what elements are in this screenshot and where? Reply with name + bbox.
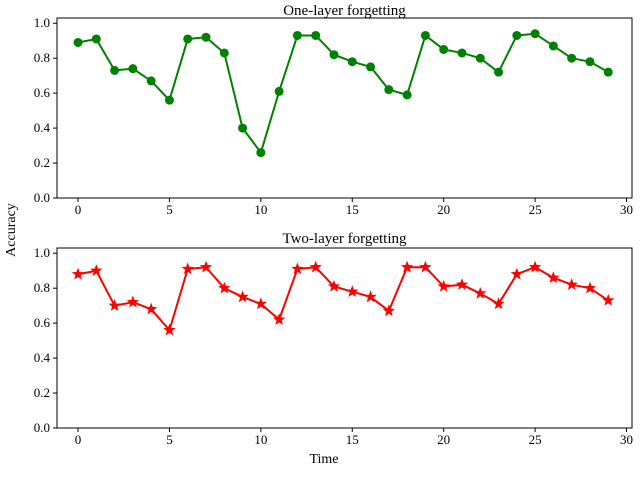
top-chart-title: One-layer forgetting	[283, 3, 406, 19]
data-point-marker	[494, 67, 504, 77]
data-point-marker	[420, 30, 430, 40]
data-point-marker	[256, 148, 266, 158]
data-point-marker	[91, 34, 101, 44]
data-point-marker	[510, 267, 523, 280]
data-point-marker	[274, 86, 284, 96]
y-tick-label: 0.2	[34, 155, 50, 170]
data-point-marker	[474, 286, 487, 299]
data-point-marker	[291, 262, 304, 275]
data-point-marker	[364, 290, 377, 303]
data-point-marker	[512, 30, 522, 40]
axes-frame	[56, 17, 633, 199]
data-point-marker	[272, 313, 286, 325]
data-point-marker	[457, 48, 467, 58]
data-point-marker	[309, 260, 322, 273]
x-tick-label: 15	[346, 202, 359, 217]
data-point-marker	[144, 302, 158, 315]
data-point-marker	[384, 85, 394, 95]
data-point-marker	[528, 260, 542, 273]
bottom-chart-title: Two-layer forgetting	[282, 231, 407, 247]
data-point-marker	[530, 29, 540, 39]
y-tick-label: 0.4	[34, 350, 51, 365]
x-tick-label: 20	[437, 432, 450, 447]
data-point-marker	[219, 48, 229, 58]
data-point-marker	[419, 260, 432, 273]
y-tick-label: 1.0	[34, 15, 50, 30]
series-line-one-layer	[77, 32, 610, 154]
x-tick-label: 20	[437, 202, 450, 217]
data-point-marker	[218, 281, 231, 294]
data-point-marker	[402, 90, 412, 100]
data-point-marker	[183, 34, 193, 44]
data-point-marker	[73, 37, 83, 47]
data-point-marker	[439, 44, 449, 54]
data-point-marker	[382, 304, 396, 317]
data-point-marker	[311, 30, 321, 40]
data-point-marker	[108, 299, 121, 311]
one-layer-forgetting-plot: 0 5 10 15 20 25 30 0.0 0.2 0.4 0.6 0.8 1.0	[34, 15, 633, 217]
x-tick-label: 10	[254, 202, 267, 217]
data-point-marker	[201, 32, 211, 42]
data-point-marker	[199, 260, 213, 273]
data-point-marker	[455, 278, 469, 290]
data-point-marker	[602, 293, 615, 306]
data-point-marker	[292, 30, 302, 40]
data-point-marker	[329, 50, 339, 60]
x-axis-label: Time	[309, 452, 339, 467]
series-line-two-layer	[77, 266, 610, 332]
x-tick-label: 10	[254, 432, 267, 447]
y-tick-label: 0.4	[34, 120, 51, 135]
data-point-marker	[181, 262, 194, 275]
y-tick-label: 0.6	[34, 315, 51, 330]
y-tick-label: 0.6	[34, 85, 51, 100]
data-point-marker	[603, 67, 613, 77]
y-tick-label: 0.2	[34, 385, 50, 400]
y-tick-label: 0.8	[34, 50, 50, 65]
data-point-marker	[475, 53, 485, 63]
x-tick-label: 15	[346, 432, 359, 447]
data-point-marker	[164, 95, 174, 105]
x-tick-label: 0	[75, 202, 82, 217]
data-point-marker	[400, 260, 414, 273]
data-point-marker	[90, 264, 103, 276]
data-point-marker	[366, 62, 376, 72]
data-point-marker	[128, 64, 138, 74]
data-point-marker	[71, 267, 85, 280]
data-point-marker	[585, 57, 595, 67]
y-tick-label: 1.0	[34, 245, 50, 260]
x-tick-label: 0	[75, 432, 82, 447]
data-point-marker	[236, 290, 249, 303]
data-point-marker	[347, 57, 357, 67]
axes-frame	[56, 247, 633, 429]
y-tick-label: 0.0	[34, 420, 50, 435]
x-tick-label: 30	[620, 202, 633, 217]
data-point-marker	[163, 323, 176, 336]
x-tick-label: 5	[166, 202, 173, 217]
x-tick-label: 25	[529, 432, 542, 447]
data-point-marker	[238, 123, 248, 133]
y-tick-label: 0.0	[34, 190, 50, 205]
y-tick-label: 0.8	[34, 280, 50, 295]
data-point-marker	[110, 65, 120, 75]
x-tick-label: 25	[529, 202, 542, 217]
data-point-marker	[327, 279, 341, 292]
data-point-marker	[126, 295, 140, 308]
x-tick-label: 30	[620, 432, 633, 447]
data-point-marker	[437, 279, 450, 292]
x-tick-label: 5	[166, 432, 173, 447]
data-point-marker	[492, 297, 505, 310]
data-point-marker	[547, 271, 560, 283]
data-point-marker	[567, 53, 577, 63]
data-point-marker	[346, 285, 359, 297]
data-point-marker	[254, 297, 268, 310]
data-point-marker	[548, 41, 558, 51]
data-point-marker	[565, 278, 578, 290]
data-point-marker	[583, 281, 597, 294]
two-layer-forgetting-plot: 0 5 10 15 20 25 30 0.0 0.2 0.4 0.6 0.8 1.0	[34, 245, 633, 447]
data-point-marker	[146, 76, 156, 86]
